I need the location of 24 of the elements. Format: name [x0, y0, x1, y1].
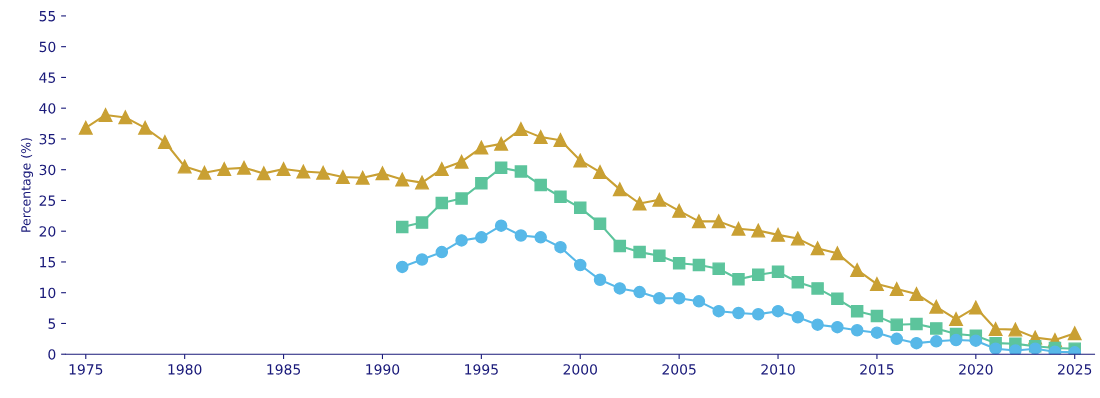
y-tick-label: 55	[39, 11, 56, 22]
y-tick-label: 15	[40, 257, 56, 268]
x-tick-label: 1995	[465, 364, 498, 375]
x-tick-label: 2010	[761, 364, 795, 375]
x-tick-label: 2005	[662, 364, 696, 375]
x-tick-label: 2000	[563, 364, 597, 375]
y-tick-label: 10	[40, 287, 56, 299]
y-tick-label: 50	[39, 41, 56, 53]
y-tick-label: 35	[39, 133, 56, 145]
x-tick-label: 1975	[69, 364, 103, 375]
x-tick-label: 1980	[168, 364, 202, 375]
y-tick-label: 30	[39, 164, 56, 176]
y-axis-title: Percentage (%)	[20, 138, 34, 232]
y-tick-label: 5	[48, 318, 56, 329]
y-tick-label: 45	[39, 72, 56, 83]
y-tick-label: 40	[39, 103, 56, 114]
y-tick-label: 25	[39, 195, 56, 206]
y-tick-label: 20	[39, 226, 56, 237]
x-tick-label: 2015	[860, 364, 894, 375]
x-tick-label: 2025	[1058, 364, 1092, 375]
x-tick-label: 1985	[267, 364, 301, 375]
y-tick-label: 0	[48, 349, 56, 360]
x-tick-label: 1990	[366, 364, 400, 375]
x-tick-label: 2020	[959, 364, 993, 375]
